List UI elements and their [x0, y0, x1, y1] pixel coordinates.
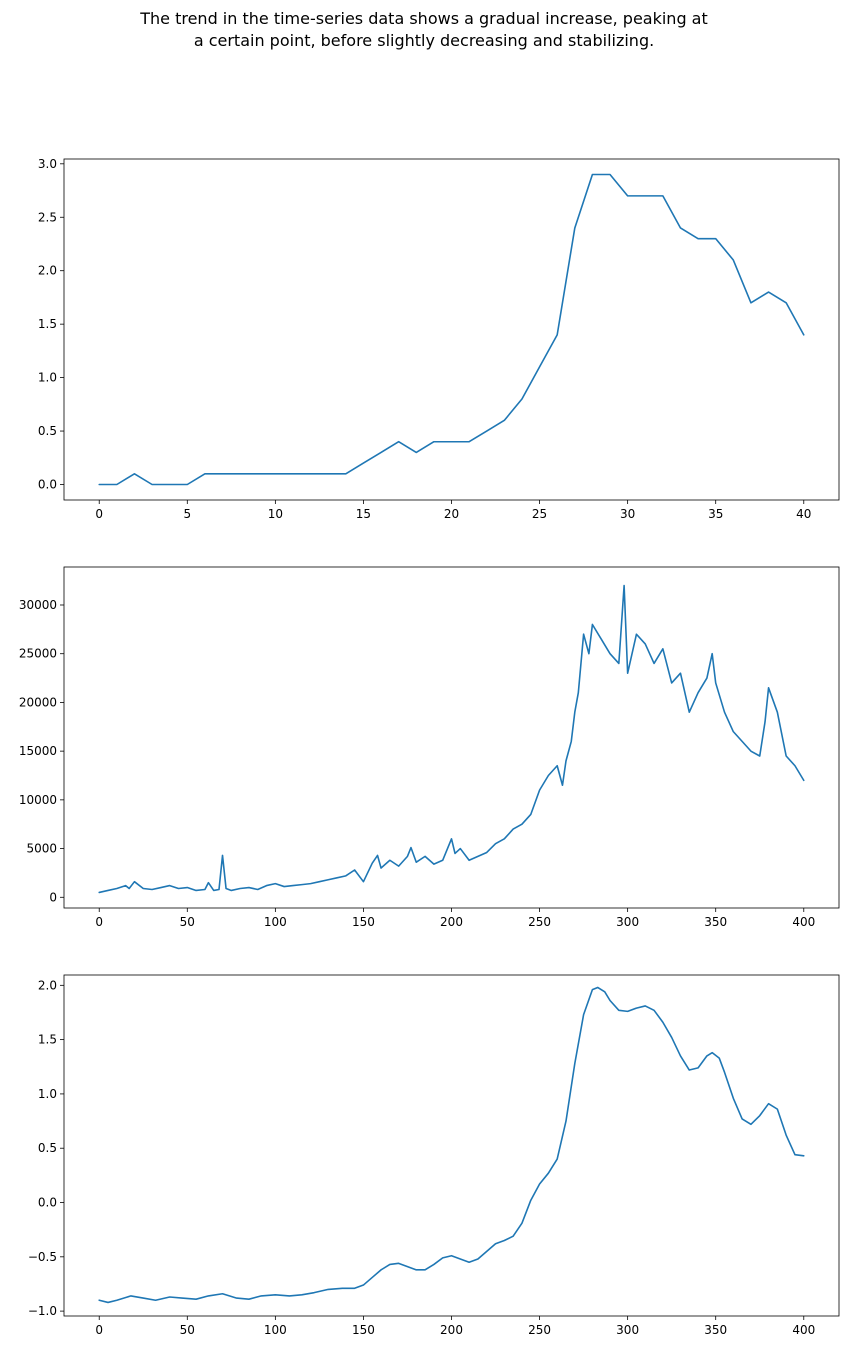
x-tick-label: 50 [180, 1323, 195, 1337]
x-tick-label: 200 [440, 1323, 463, 1337]
x-tick-label: 150 [352, 1323, 375, 1337]
y-tick-label: 0.0 [38, 478, 57, 492]
y-tick-label: 2.5 [38, 210, 57, 224]
x-tick-label: 10 [268, 507, 283, 521]
y-tick-label: 0.5 [38, 1141, 57, 1155]
x-tick-label: 150 [352, 915, 375, 929]
y-tick-label: 0.5 [38, 424, 57, 438]
y-tick-label: 5000 [26, 842, 57, 856]
x-tick-label: 5 [183, 507, 191, 521]
y-tick-label: −0.5 [28, 1250, 57, 1264]
y-tick-label: 2.0 [38, 978, 57, 992]
plot-frame [63, 566, 840, 909]
x-tick-label: 100 [264, 1323, 287, 1337]
plot-frame [63, 158, 840, 501]
subplot-3: 0 50 100 150 200 250 300 350 400 −1.0 −0.5 0.0 0.5 1.… [28, 974, 840, 1337]
y-tick-label: 1.0 [38, 371, 57, 385]
y-tick-label: 15000 [19, 744, 57, 758]
x-tick-label: 0 [95, 507, 103, 521]
y-tick-label: −1.0 [28, 1304, 57, 1318]
x-tick-label: 400 [792, 1323, 815, 1337]
y-tick-label: 0.0 [38, 1196, 57, 1210]
series-line [98, 173, 805, 486]
y-tick-label: 25000 [19, 647, 57, 661]
series-line [98, 986, 805, 1304]
x-tick-label: 400 [792, 915, 815, 929]
y-tick-label: 1.0 [38, 1087, 57, 1101]
y-tick-label: 30000 [19, 598, 57, 612]
x-tick-label: 40 [796, 507, 811, 521]
x-tick-label: 300 [616, 915, 639, 929]
plot-frame [63, 974, 840, 1317]
y-tick-label: 3.0 [38, 157, 57, 171]
x-tick-label: 25 [532, 507, 547, 521]
y-tick-label: 10000 [19, 793, 57, 807]
x-tick-label: 0 [95, 1323, 103, 1337]
y-tick-label: 20000 [19, 695, 57, 709]
figure-title-line-1: The trend in the time-series data shows … [139, 9, 708, 28]
x-tick-label: 0 [95, 915, 103, 929]
x-tick-label: 200 [440, 915, 463, 929]
x-tick-label: 350 [704, 915, 727, 929]
x-tick-label: 50 [180, 915, 195, 929]
x-tick-label: 300 [616, 1323, 639, 1337]
y-tick-label: 2.0 [38, 264, 57, 278]
x-tick-label: 30 [620, 507, 635, 521]
x-tick-label: 20 [444, 507, 459, 521]
y-tick-label: 1.5 [38, 1033, 57, 1047]
subplot-2: 0 50 100 150 200 250 300 350 400 0 5000 10000 15000 2… [19, 566, 840, 929]
y-tick-label: 0 [49, 890, 57, 904]
x-tick-label: 350 [704, 1323, 727, 1337]
series-line [98, 584, 805, 894]
subplot-1: 0 5 10 15 20 25 30 35 40 0.0 0.5 1.0 1.5 2.0 2.5 3.0 [38, 157, 840, 521]
x-tick-label: 15 [356, 507, 371, 521]
figure-title-line-2: a certain point, before slightly decreas… [194, 31, 654, 50]
x-tick-label: 250 [528, 1323, 551, 1337]
x-tick-label: 250 [528, 915, 551, 929]
y-tick-label: 1.5 [38, 317, 57, 331]
x-tick-label: 100 [264, 915, 287, 929]
x-tick-label: 35 [708, 507, 723, 521]
